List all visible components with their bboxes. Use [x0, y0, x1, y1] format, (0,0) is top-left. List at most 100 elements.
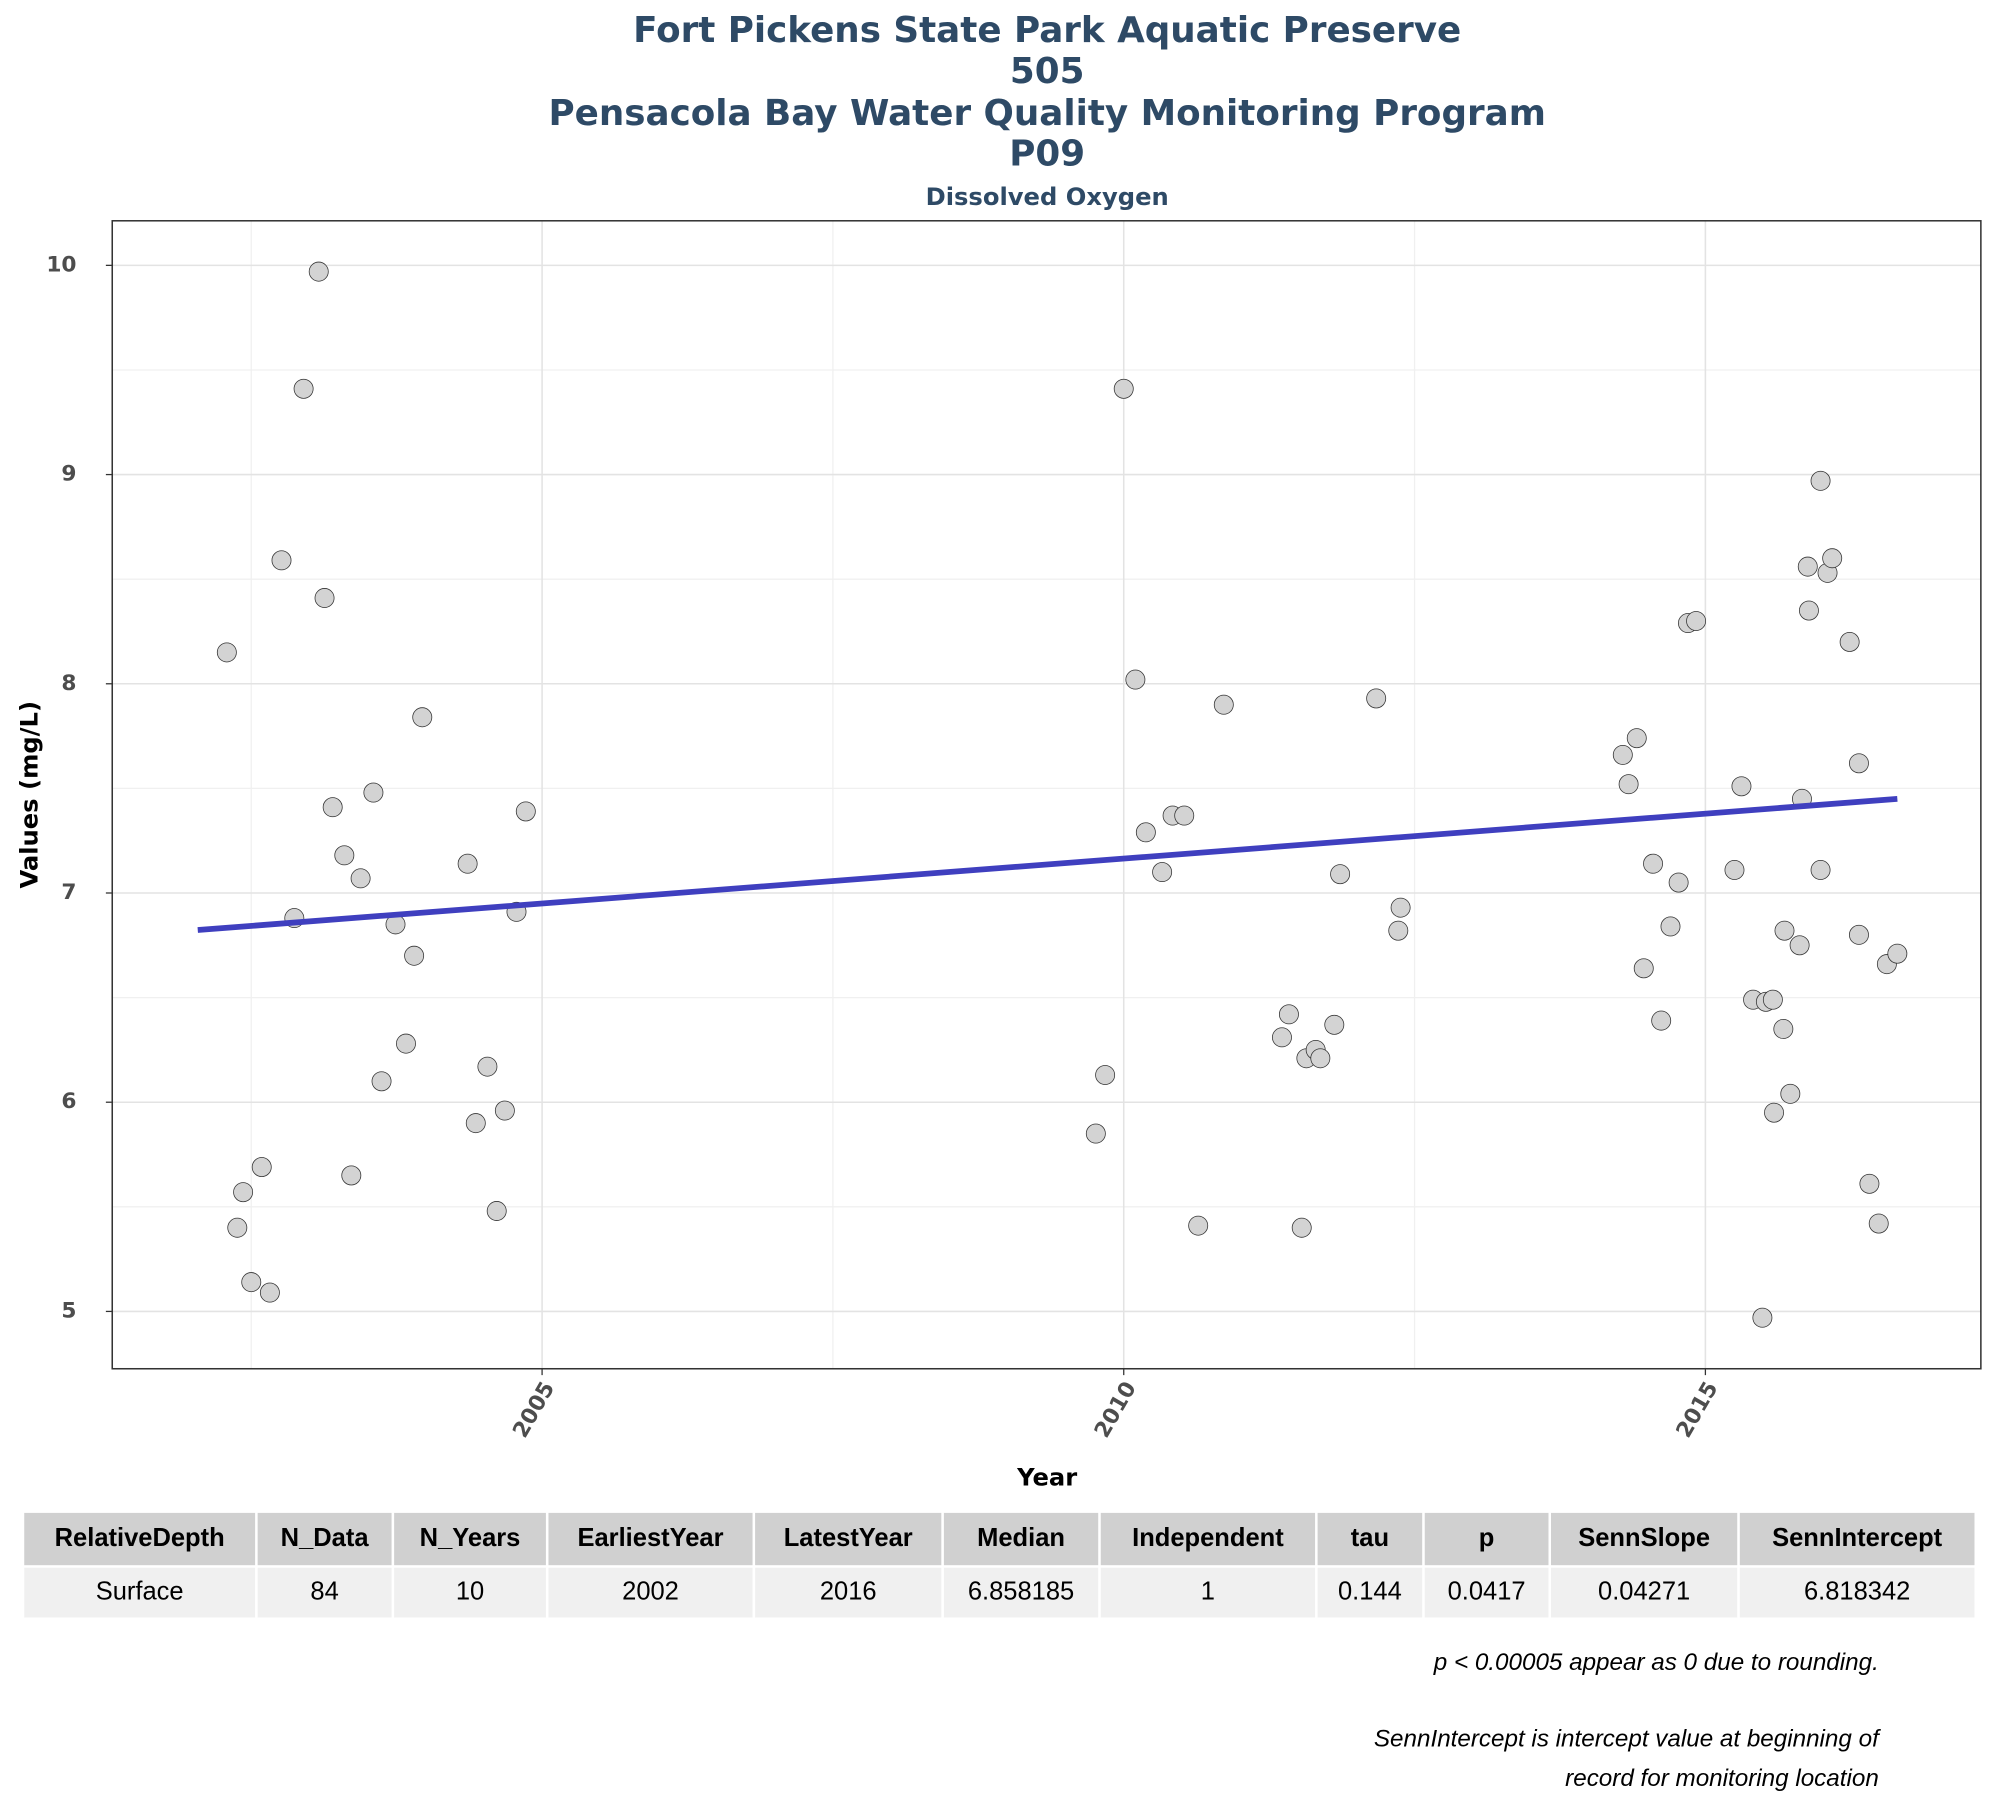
point: [1366, 688, 1387, 709]
point: [494, 1100, 515, 1121]
point: [1868, 1213, 1889, 1234]
point: [1388, 920, 1409, 941]
point: [363, 782, 384, 803]
marks: [197, 261, 1908, 1328]
point: [1330, 864, 1351, 885]
point: [1188, 1215, 1209, 1236]
table-cell: [548, 1567, 753, 1618]
table-cell: [943, 1512, 1099, 1566]
table-cell: [257, 1567, 392, 1618]
x-tick-label: 2010: [1090, 1378, 1142, 1443]
y-tick-label: 7: [61, 880, 76, 905]
chart-title: Pensacola Bay Water Quality Monitoring P…: [548, 93, 1545, 134]
point: [322, 797, 343, 818]
point: [314, 588, 335, 608]
point: [308, 261, 329, 282]
chart-title: Fort Pickens State Park Aquatic Preserve: [633, 10, 1461, 51]
point: [1633, 958, 1654, 979]
point: [486, 1201, 507, 1221]
point: [259, 1282, 280, 1303]
point: [1272, 1027, 1292, 1048]
point: [1125, 669, 1146, 690]
table-text: N_Data: [281, 1524, 370, 1552]
point: [1085, 1123, 1106, 1144]
table-text: EarliestYear: [577, 1524, 723, 1552]
plot-border: [111, 220, 1982, 1370]
table-cell: [1739, 1512, 1975, 1566]
point: [1310, 1048, 1331, 1069]
point: [1651, 1010, 1672, 1031]
table-text: 6.818342: [1804, 1577, 1910, 1605]
point: [465, 1113, 486, 1134]
footnote: SennIntercept is intercept value at begi…: [1374, 1725, 1881, 1752]
point: [1390, 897, 1411, 918]
x-axis-title: Year: [1016, 1463, 1077, 1491]
point: [1324, 1014, 1345, 1035]
x-tick-label: 2015: [1672, 1378, 1724, 1443]
point: [412, 707, 433, 728]
point: [1668, 872, 1689, 893]
chart-title: P09: [1009, 134, 1085, 175]
point: [1731, 776, 1752, 797]
grid: [112, 220, 1981, 1369]
table-text: SennSlope: [1578, 1524, 1710, 1552]
point: [1810, 860, 1831, 880]
table-cell: [1551, 1567, 1738, 1618]
table-text: 84: [310, 1577, 338, 1605]
point: [216, 642, 237, 663]
point: [1849, 753, 1869, 774]
point: [404, 945, 425, 966]
table-cell: [1100, 1512, 1316, 1566]
point: [1887, 943, 1908, 964]
point: [1626, 728, 1647, 749]
point: [1278, 1004, 1299, 1025]
table-cell: [1424, 1567, 1549, 1618]
point: [1849, 924, 1869, 945]
point: [241, 1272, 262, 1293]
point: [1774, 920, 1795, 941]
point: [1810, 470, 1831, 491]
point: [1773, 1019, 1794, 1039]
table-cell: [755, 1567, 942, 1618]
table-cell: [1317, 1512, 1423, 1566]
point: [1135, 822, 1156, 843]
point: [293, 378, 314, 399]
table-cell: [1317, 1567, 1423, 1618]
trend-line: [197, 795, 1898, 933]
table-text: 2002: [622, 1577, 679, 1605]
table-cell: [943, 1567, 1099, 1618]
point: [1789, 935, 1810, 956]
table-text: 6.858185: [968, 1577, 1074, 1605]
table-text: Median: [977, 1524, 1065, 1552]
point: [350, 868, 371, 889]
point: [1822, 548, 1843, 569]
x-tick-label: 2005: [508, 1378, 560, 1443]
chart-subtitle: Dissolved Oxygen: [926, 183, 1169, 211]
point: [1724, 860, 1745, 880]
table-text: SennIntercept: [1772, 1524, 1943, 1552]
table-text: 0.144: [1338, 1577, 1402, 1605]
table-cell: [257, 1512, 392, 1566]
point: [1095, 1065, 1116, 1085]
table-cell: [755, 1512, 942, 1566]
table-cell: [1100, 1567, 1316, 1618]
point: [1660, 916, 1681, 937]
point: [1174, 805, 1195, 826]
point: [1152, 862, 1173, 883]
point: [515, 801, 536, 822]
y-tick-label: 8: [61, 671, 76, 696]
point: [396, 1033, 416, 1054]
point: [1752, 1307, 1773, 1328]
y-tick-label: 10: [46, 252, 76, 277]
table-cell: [24, 1512, 256, 1566]
point: [227, 1217, 248, 1238]
table-text: N_Years: [420, 1524, 521, 1552]
point: [1113, 378, 1134, 399]
point: [477, 1056, 498, 1077]
table-cell: [1739, 1567, 1975, 1618]
point: [1839, 631, 1860, 652]
point: [271, 550, 292, 571]
table-text: p: [1479, 1524, 1495, 1552]
table-text: LatestYear: [784, 1524, 913, 1552]
table-text: 0.04271: [1598, 1577, 1690, 1605]
